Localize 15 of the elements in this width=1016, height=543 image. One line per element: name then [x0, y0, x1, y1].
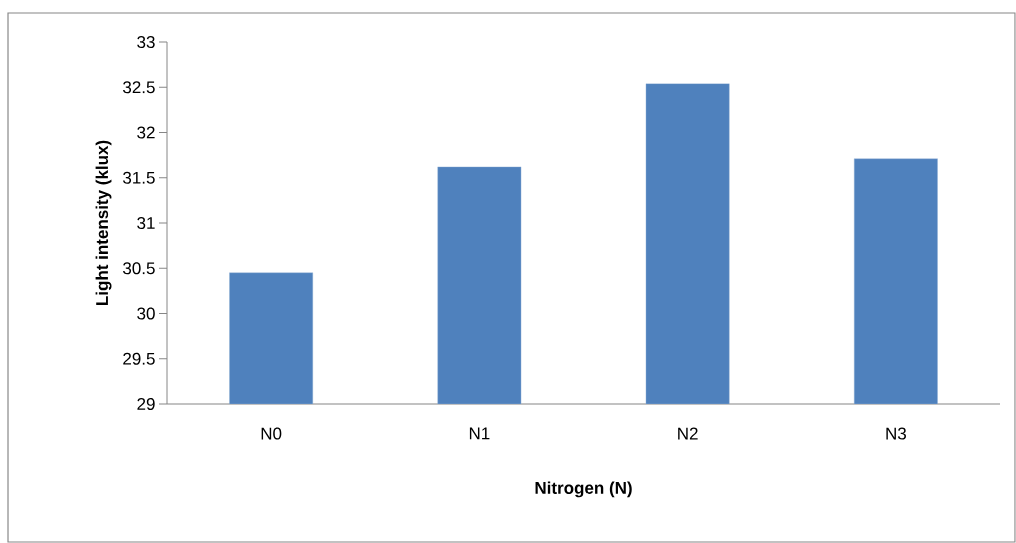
y-tick-label: 32	[137, 126, 155, 139]
y-axis-title: Light intensity (klux)	[95, 140, 112, 305]
y-tick-label: 32.5	[123, 81, 155, 94]
y-tick-label: 29.5	[123, 352, 155, 365]
x-axis-title: Nitrogen (N)	[535, 481, 632, 498]
y-tick-label: 30.5	[123, 262, 155, 275]
y-tick-label: 33	[137, 35, 155, 49]
y-tick-label: 30	[137, 307, 155, 320]
x-tick-label: N1	[469, 427, 490, 440]
y-tick-label: 31	[137, 216, 155, 230]
x-tick-label: N3	[886, 427, 906, 440]
x-tick-label: N0	[261, 427, 282, 440]
x-tick-label: N2	[678, 427, 698, 440]
y-tick-label: 31.5	[123, 171, 155, 184]
y-tick-label: 29	[137, 397, 155, 411]
